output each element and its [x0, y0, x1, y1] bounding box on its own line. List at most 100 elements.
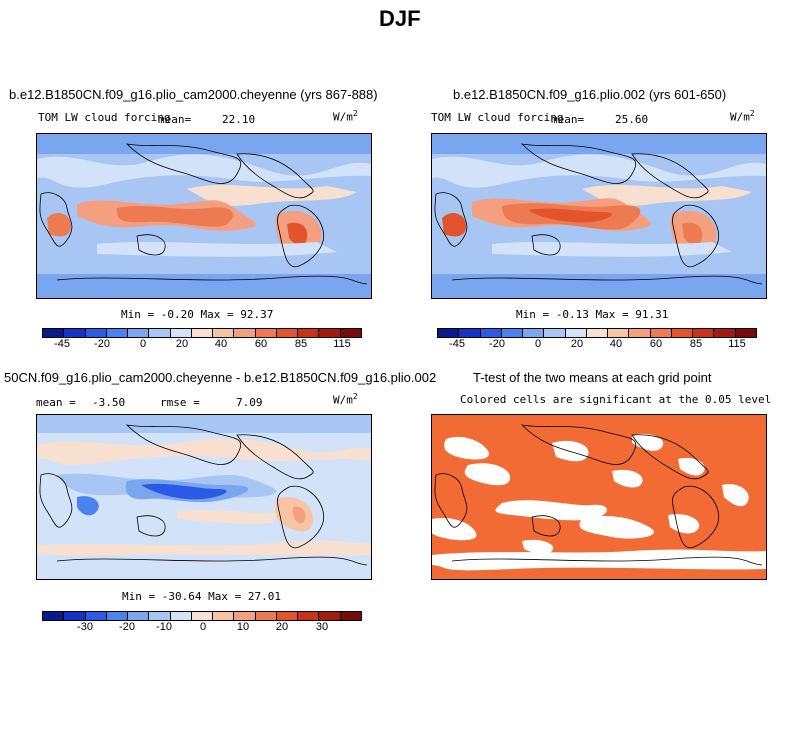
colorbar-tick-label: -20 [94, 338, 110, 350]
colorbar-swatch [298, 612, 320, 620]
panel-title-top-left: b.e12.B1850CN.f09_g16.plio_cam2000.cheye… [9, 87, 378, 102]
colorbar-swatch [213, 612, 235, 620]
colorbar-tick-label: -45 [449, 338, 465, 350]
mean-value-top-right: 25.60 [615, 113, 649, 126]
colorbar-swatch [149, 329, 171, 337]
colorbar-tick-label: 0 [534, 338, 542, 350]
colorbar-swatch [629, 329, 651, 337]
colorbar-swatch [128, 329, 150, 337]
colorbar-swatch [43, 612, 65, 620]
colorbar-tick-label: 0 [199, 621, 207, 633]
colorbar-tick-label: -20 [119, 621, 135, 633]
colorbar-swatch [544, 329, 566, 337]
colorbar-ticks-bottom-left: -30 -20 -10 0 10 20 30 [42, 621, 362, 635]
panel-title-bottom-right: T-test of the two means at each grid poi… [473, 370, 712, 385]
panel-title-top-right: b.e12.B1850CN.f09_g16.plio.002 (yrs 601-… [453, 87, 727, 102]
map-bottom-right [431, 414, 767, 580]
mean-value-top-left: 22.10 [222, 113, 256, 126]
colorbar-tick-label: -30 [77, 621, 93, 633]
units-bottom-left: W/m2 [333, 392, 358, 407]
colorbar-swatch [565, 329, 587, 337]
colorbar-swatch [438, 329, 460, 337]
colorbar-swatch [85, 612, 107, 620]
map-top-left [36, 133, 372, 299]
colorbar-tick-label: 20 [570, 338, 584, 350]
stats-top-right: Min = -0.13 Max = 91.31 [516, 308, 669, 321]
colorbar-tick-label: 60 [254, 338, 268, 350]
colorbar-tick-label: -10 [156, 621, 172, 633]
colorbar-swatch [276, 612, 299, 620]
panel-title-bottom-left: 50CN.f09_g16.plio_cam2000.cheyenne - b.e… [4, 370, 437, 385]
colorbar-bottom-left [42, 611, 362, 621]
colorbar-swatch [276, 329, 299, 337]
colorbar-top-left [42, 328, 362, 338]
colorbar-top-right [437, 328, 757, 338]
colorbar-swatch [480, 329, 502, 337]
colorbar-swatch [650, 329, 672, 337]
colorbar-swatch [234, 612, 256, 620]
colorbar-swatch [608, 329, 630, 337]
colorbar-swatch [714, 329, 736, 337]
units-top-right: W/m2 [730, 109, 755, 124]
colorbar-swatch [213, 329, 235, 337]
colorbar-tick-label: 20 [275, 621, 289, 633]
colorbar-ticks-top-left: -45 -20 0 20 40 60 85 115 [42, 338, 362, 352]
variable-label-top-left: TOM LW cloud forcing [38, 111, 171, 124]
colorbar-swatch [170, 612, 192, 620]
colorbar-tick-label: 30 [315, 621, 329, 633]
colorbar-swatch [234, 329, 256, 337]
colorbar-tick-label: -20 [489, 338, 505, 350]
colorbar-swatch [501, 329, 524, 337]
colorbar-swatch [298, 329, 320, 337]
colorbar-tick-label: 40 [214, 338, 228, 350]
colorbar-ticks-top-right: -45 -20 0 20 40 60 85 115 [437, 338, 757, 352]
mean-label-top-left: mean= [158, 113, 192, 126]
colorbar-swatch [459, 329, 481, 337]
colorbar-tick-label: 20 [175, 338, 189, 350]
colorbar-tick-label: 85 [294, 338, 308, 350]
colorbar-swatch [319, 612, 341, 620]
colorbar-tick-label: 10 [236, 621, 250, 633]
colorbar-swatch [149, 612, 171, 620]
stats-top-left: Min = -0.20 Max = 92.37 [121, 308, 274, 321]
mean-label-top-right: mean= [551, 113, 585, 126]
colorbar-swatch [340, 612, 361, 620]
colorbar-swatch [523, 329, 545, 337]
colorbar-swatch [64, 329, 86, 337]
variable-label-top-right: TOM LW cloud forcing [431, 111, 564, 124]
stats-bottom-left: Min = -30.64 Max = 27.01 [122, 590, 281, 603]
colorbar-swatch [671, 329, 694, 337]
colorbar-swatch [128, 612, 150, 620]
rmse-label-bottom-left: rmse = [160, 396, 200, 409]
colorbar-tick-label: 40 [609, 338, 623, 350]
figure-title: DJF [379, 6, 421, 31]
colorbar-swatch [586, 329, 609, 337]
map-bottom-left [36, 414, 372, 580]
colorbar-tick-label: 115 [728, 338, 746, 350]
colorbar-tick-label: 0 [139, 338, 147, 350]
colorbar-swatch [106, 329, 129, 337]
rmse-value-bottom-left: 7.09 [236, 396, 263, 409]
colorbar-swatch [170, 329, 192, 337]
colorbar-swatch [191, 612, 214, 620]
colorbar-swatch [64, 612, 86, 620]
colorbar-swatch [319, 329, 341, 337]
colorbar-tick-label: -45 [54, 338, 70, 350]
units-top-left: W/m2 [333, 109, 358, 124]
colorbar-swatch [255, 329, 277, 337]
colorbar-swatch [85, 329, 107, 337]
colorbar-swatch [255, 612, 277, 620]
colorbar-tick-label: 115 [333, 338, 351, 350]
map-top-right [431, 133, 767, 299]
colorbar-swatch [340, 329, 361, 337]
colorbar-swatch [43, 329, 65, 337]
colorbar-swatch [693, 329, 715, 337]
colorbar-tick-label: 85 [689, 338, 703, 350]
mean-value-bottom-left: -3.50 [92, 396, 126, 409]
mean-label-bottom-left: mean = [36, 396, 76, 409]
colorbar-swatch [106, 612, 129, 620]
colorbar-swatch [735, 329, 756, 337]
colorbar-tick-label: 60 [649, 338, 663, 350]
colorbar-swatch [191, 329, 214, 337]
subtitle-bottom-right: Colored cells are significant at the 0.0… [460, 393, 772, 406]
